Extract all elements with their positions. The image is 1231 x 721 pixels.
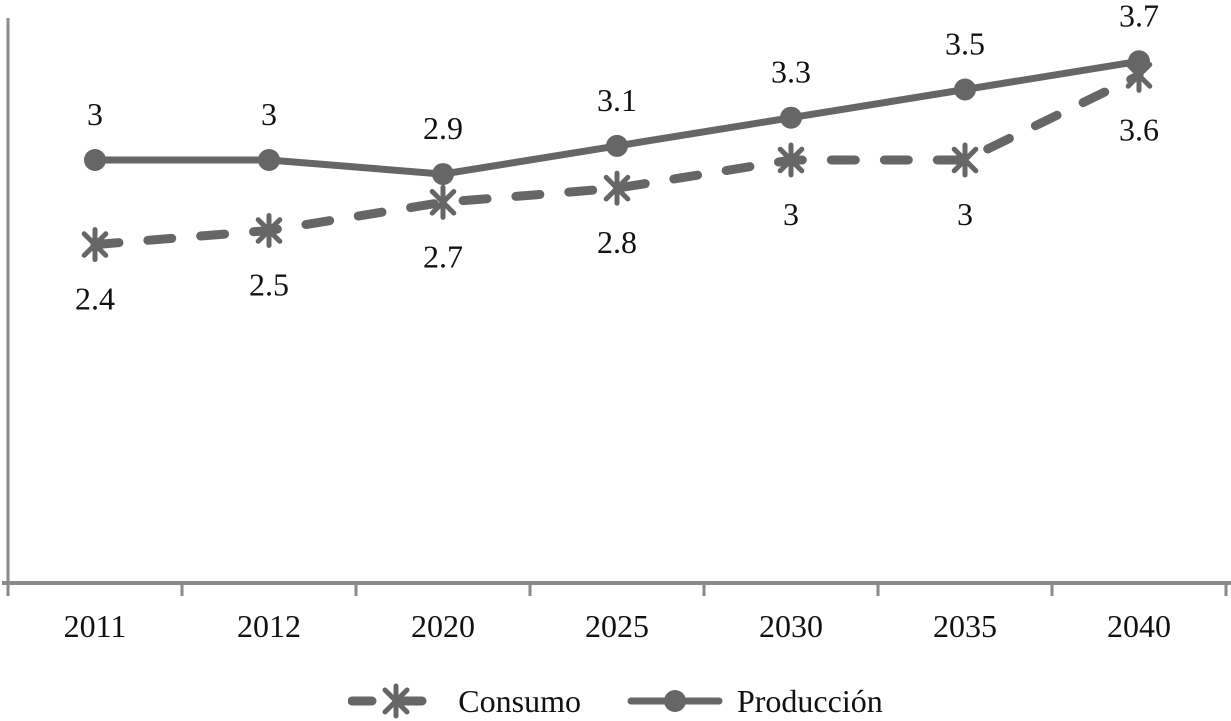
consumo-point-marker (777, 142, 805, 178)
produccion-legend-swatch-icon (627, 690, 723, 712)
data-point-label: 3.1 (597, 82, 637, 118)
legend-label-produccion: Producción (736, 683, 883, 719)
produccion-point-marker (780, 106, 802, 129)
data-point-label: 2.7 (423, 238, 463, 274)
data-point-label: 3 (783, 196, 799, 232)
x-axis-tick-label: 2040 (1107, 608, 1171, 644)
produccion-point-marker (1128, 50, 1150, 73)
data-point-label: 3 (261, 96, 277, 132)
data-point-label: 3.3 (771, 54, 811, 90)
x-axis-tick-label: 2012 (237, 608, 301, 644)
produccion-point-marker (954, 78, 976, 101)
data-point-label: 3.6 (1119, 111, 1159, 147)
produccion-point-marker (606, 134, 628, 157)
produccion-point-marker (84, 149, 106, 171)
x-axis-tick-label: 2011 (64, 608, 127, 644)
legend-label-consumo: Consumo (458, 683, 581, 719)
x-axis-tick-label: 2020 (411, 608, 475, 644)
data-point-label: 2.9 (423, 110, 463, 146)
consumo-legend-swatch-icon (348, 683, 445, 719)
data-point-label: 3 (87, 96, 103, 132)
data-point-label: 2.4 (75, 281, 115, 317)
data-point-label: 2.5 (249, 267, 289, 303)
x-axis-tick-label: 2030 (759, 608, 823, 644)
produccion-point-marker (258, 149, 280, 171)
consumo-point-marker (255, 213, 283, 248)
chart-legend: Consumo Producción (0, 683, 1231, 719)
consumo-point-marker (429, 184, 457, 220)
x-axis-tick-label: 2035 (933, 608, 997, 644)
data-point-label: 3 (957, 196, 973, 232)
consumo-point-marker (951, 142, 979, 178)
legend-item-produccion: Producción (627, 683, 883, 719)
x-axis-tick-label: 2025 (585, 608, 649, 644)
data-point-label: 2.8 (597, 224, 637, 260)
legend-item-consumo: Consumo (348, 683, 581, 719)
produccion-point-marker (432, 163, 454, 186)
data-point-label: 3.5 (945, 26, 985, 62)
data-point-label: 3.7 (1119, 0, 1159, 33)
consumo-point-marker (603, 170, 631, 206)
consumo-point-marker (81, 227, 109, 263)
